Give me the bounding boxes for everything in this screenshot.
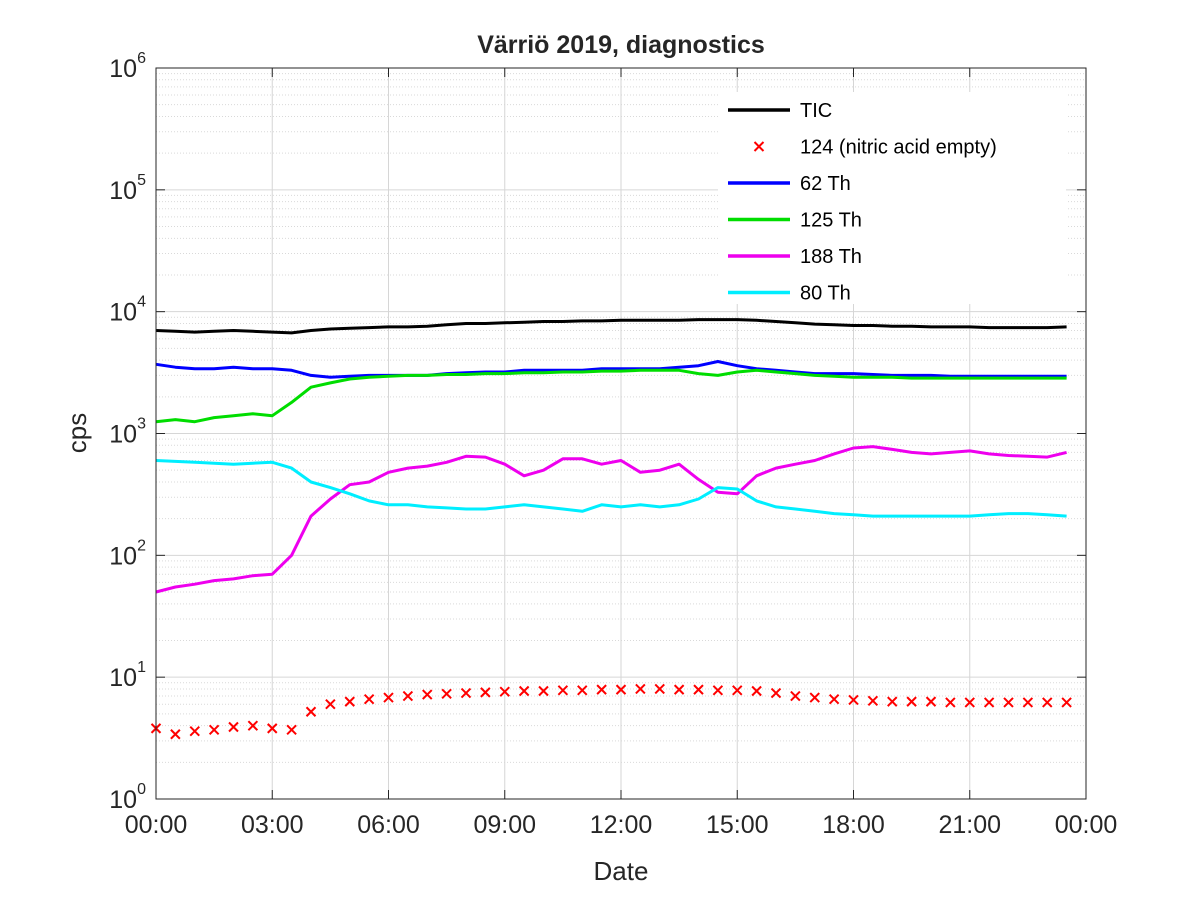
x-tick-label: 21:00 [938, 811, 1001, 839]
x-tick-label: 00:00 [1055, 811, 1118, 839]
x-tick-label: 15:00 [706, 811, 769, 839]
legend: TIC 124 (nitric acid empty) 62 Th 125 Th 188… [718, 92, 1066, 305]
legend-label: 188 Th [800, 246, 862, 268]
legend-box [718, 92, 1066, 304]
x-axis-label: Date [594, 856, 649, 886]
legend-marker [753, 141, 765, 152]
data-point [499, 686, 510, 697]
x-tick-label: 09:00 [473, 811, 536, 839]
x-tick-label: 12:00 [590, 811, 653, 839]
data-point [402, 690, 414, 702]
data-point [208, 724, 220, 735]
legend-label: 125 Th [800, 210, 862, 232]
data-point [596, 684, 607, 695]
data-point [809, 692, 820, 703]
y-tick-label: 104 [109, 294, 146, 327]
data-point [751, 685, 762, 697]
data-point [673, 684, 685, 695]
series-2 [155, 360, 1067, 379]
series-line [155, 318, 1067, 335]
legend-label: TIC [800, 100, 832, 122]
series-3 [155, 368, 1067, 424]
legend-label: 62 Th [800, 173, 851, 195]
series-line [155, 368, 1067, 424]
data-point [383, 692, 394, 703]
x-tick-label: 03:00 [241, 811, 304, 839]
series-layer [150, 318, 1072, 740]
series-line [155, 459, 1067, 518]
data-point [693, 684, 704, 695]
x-tick-label: 00:00 [125, 811, 188, 839]
data-point [1061, 697, 1072, 708]
data-point [925, 696, 937, 707]
data-point [732, 685, 743, 696]
data-point [228, 721, 239, 733]
data-point [441, 688, 452, 700]
data-point [867, 695, 879, 706]
data-point [1022, 697, 1034, 708]
data-point [906, 696, 917, 707]
series-line [155, 445, 1067, 594]
y-tick-label: 105 [109, 172, 146, 205]
data-point [577, 685, 588, 696]
data-point [170, 729, 181, 740]
data-point [828, 693, 840, 705]
series-5 [155, 459, 1067, 518]
y-tick-label: 101 [109, 659, 146, 692]
data-point [1003, 697, 1014, 708]
data-point [964, 697, 975, 708]
legend-label: 124 (nitric acid empty) [800, 137, 997, 159]
series-line [155, 360, 1067, 379]
data-point [538, 685, 549, 697]
legend-label: 80 Th [800, 283, 851, 305]
x-tick-label: 18:00 [822, 811, 885, 839]
data-point [344, 696, 355, 707]
y-tick-label: 106 [109, 50, 146, 83]
data-point [983, 697, 995, 708]
data-point [325, 698, 336, 710]
data-point [305, 706, 317, 717]
data-point [635, 683, 646, 695]
series-1 [150, 683, 1072, 740]
data-point [945, 697, 956, 708]
data-point [518, 685, 530, 697]
data-point [790, 690, 801, 702]
y-tick-label: 102 [109, 537, 146, 570]
y-tick-label: 100 [109, 781, 146, 814]
series-4 [155, 445, 1067, 594]
data-point [712, 685, 724, 696]
data-point [460, 687, 472, 699]
data-point [267, 723, 278, 734]
data-point [189, 726, 200, 737]
data-point [887, 696, 898, 707]
series-0 [155, 318, 1067, 335]
data-point [247, 720, 259, 731]
data-point [770, 687, 782, 699]
data-point [615, 684, 627, 695]
data-point [286, 724, 297, 735]
data-point [848, 694, 859, 706]
y-axis-label: cps [62, 413, 92, 453]
y-tick-label: 103 [109, 416, 146, 449]
data-point [480, 687, 491, 698]
ticks: 100 101 102 103 104 105 106 00:00 03:00 06:00 09:0… [109, 50, 1117, 839]
data-point [1042, 697, 1053, 708]
data-point [557, 685, 569, 696]
x-tick-label: 06:00 [357, 811, 420, 839]
data-point [422, 689, 433, 700]
chart-title: Värriö 2019, diagnostics [477, 31, 765, 59]
data-point [654, 683, 665, 695]
data-point [363, 693, 375, 705]
